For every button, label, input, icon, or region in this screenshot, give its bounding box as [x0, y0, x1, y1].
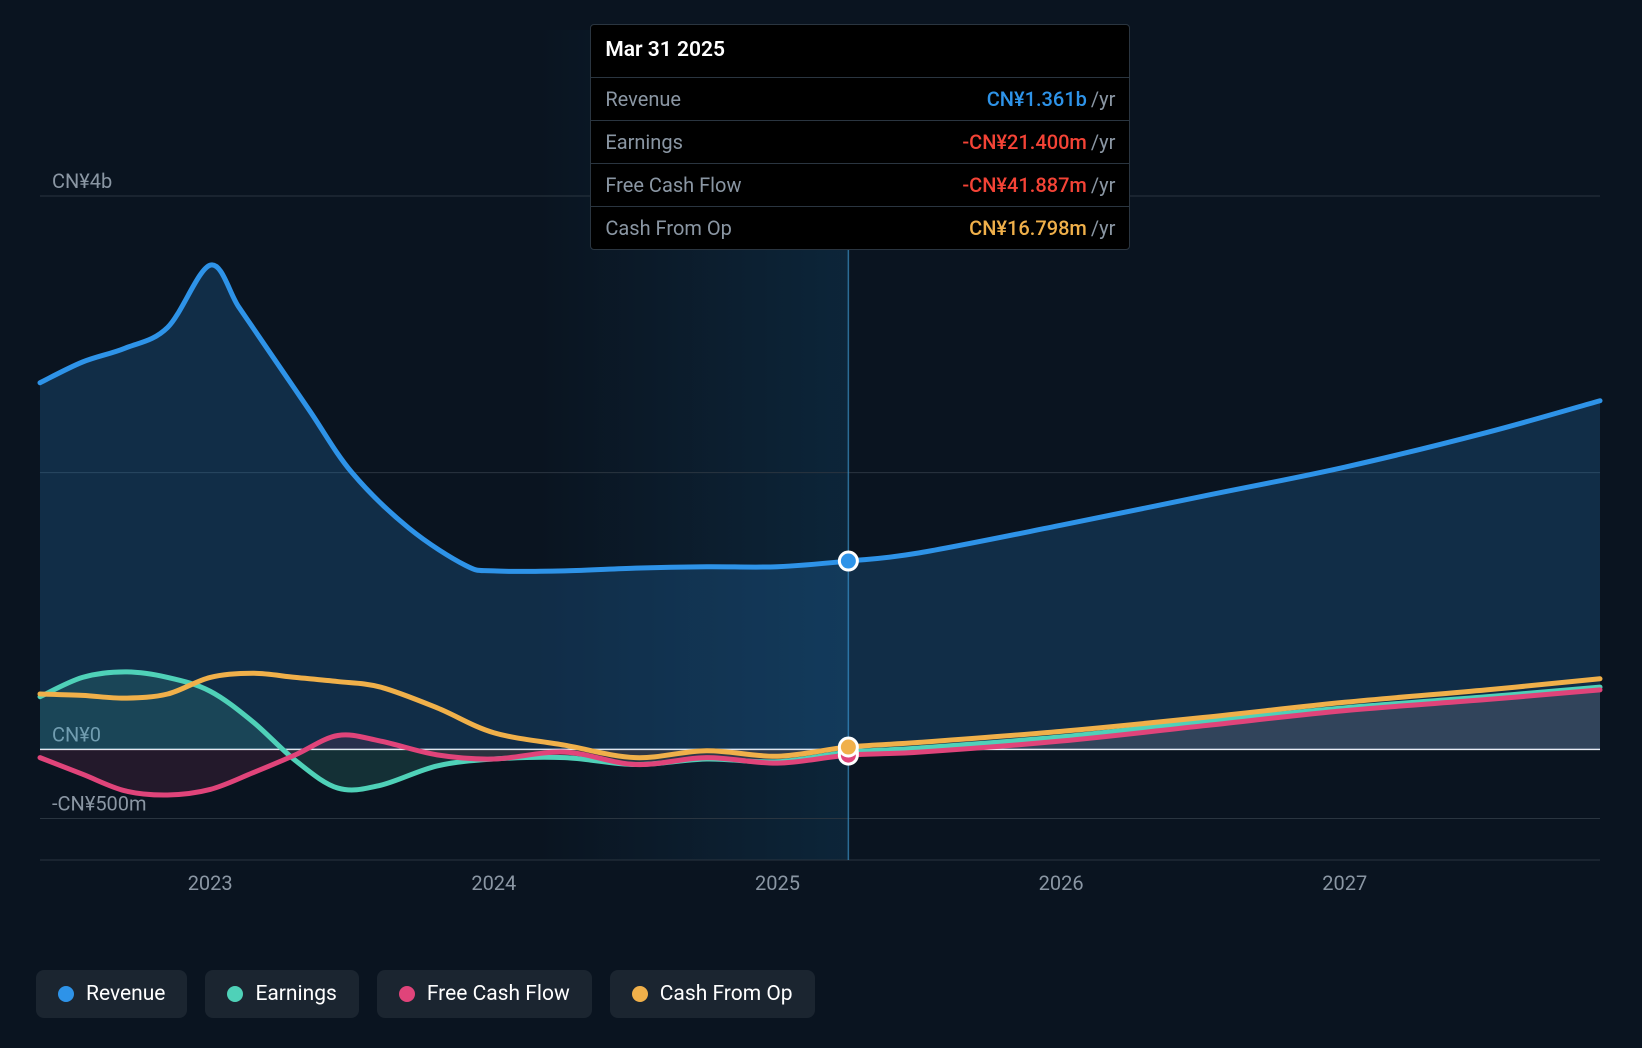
legend-dot-icon [227, 986, 243, 1002]
tooltip-unit: /yr [1091, 87, 1116, 111]
svg-text:CN¥4b: CN¥4b [52, 169, 112, 193]
legend-item-cfo[interactable]: Cash From Op [610, 970, 815, 1018]
chart-tooltip: Mar 31 2025 Revenue CN¥1.361b/yr Earnings -… [590, 24, 1130, 250]
legend-item-revenue[interactable]: Revenue [36, 970, 187, 1018]
tooltip-date: Mar 31 2025 [591, 25, 1129, 78]
svg-text:2026: 2026 [1039, 871, 1084, 895]
svg-text:-CN¥500m: -CN¥500m [52, 792, 147, 816]
svg-text:2027: 2027 [1322, 871, 1367, 895]
tooltip-label: Revenue [605, 84, 681, 114]
tooltip-unit: /yr [1091, 130, 1116, 154]
svg-text:2025: 2025 [755, 871, 800, 895]
tooltip-unit: /yr [1091, 173, 1116, 197]
legend-label: Free Cash Flow [427, 982, 570, 1006]
legend-item-fcf[interactable]: Free Cash Flow [377, 970, 592, 1018]
svg-text:2024: 2024 [471, 871, 516, 895]
tooltip-value: CN¥16.798m [969, 216, 1087, 240]
tooltip-row-cfo: Cash From Op CN¥16.798m/yr [591, 207, 1129, 249]
svg-text:2023: 2023 [188, 871, 233, 895]
legend-dot-icon [399, 986, 415, 1002]
chart-legend: Revenue Earnings Free Cash Flow Cash From O… [36, 970, 815, 1018]
tooltip-value: CN¥1.361b [987, 87, 1087, 111]
legend-label: Cash From Op [660, 982, 793, 1006]
tooltip-value: -CN¥21.400m [962, 130, 1086, 154]
tooltip-unit: /yr [1091, 216, 1116, 240]
tooltip-row-revenue: Revenue CN¥1.361b/yr [591, 78, 1129, 121]
tooltip-row-fcf: Free Cash Flow -CN¥41.887m/yr [591, 164, 1129, 207]
legend-label: Revenue [86, 982, 165, 1006]
tooltip-label: Cash From Op [605, 213, 731, 243]
legend-dot-icon [632, 986, 648, 1002]
tooltip-label: Earnings [605, 127, 683, 157]
tooltip-value: -CN¥41.887m [962, 173, 1086, 197]
legend-item-earnings[interactable]: Earnings [205, 970, 358, 1018]
legend-dot-icon [58, 986, 74, 1002]
legend-label: Earnings [255, 982, 336, 1006]
tooltip-label: Free Cash Flow [605, 170, 741, 200]
tooltip-row-earnings: Earnings -CN¥21.400m/yr [591, 121, 1129, 164]
